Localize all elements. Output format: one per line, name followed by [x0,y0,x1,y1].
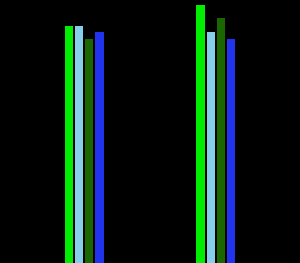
Bar [227,39,236,263]
Bar [75,26,83,263]
Bar [196,5,205,263]
Bar [64,26,73,263]
Bar [95,32,103,263]
Bar [207,32,215,263]
Bar [217,18,225,263]
Bar [85,39,93,263]
